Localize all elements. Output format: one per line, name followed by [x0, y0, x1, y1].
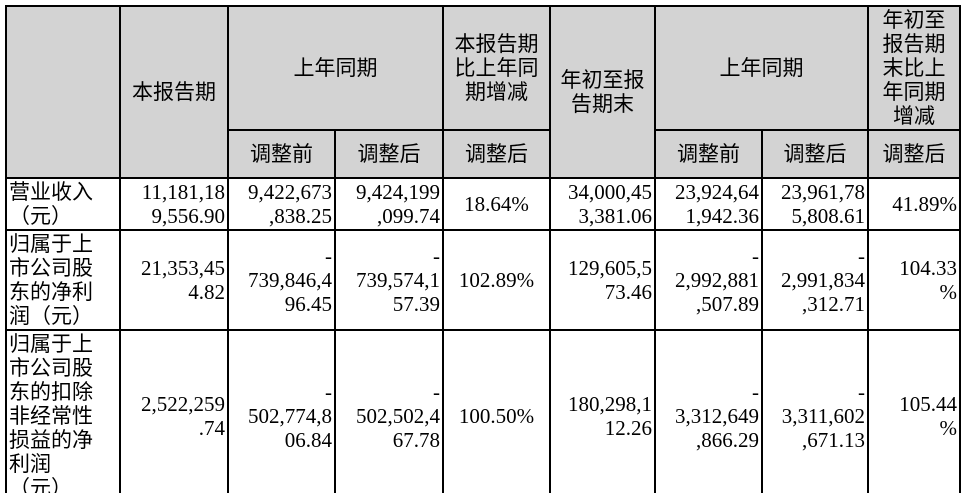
- cell: - 502,774,8 06.84: [227, 329, 336, 493]
- table-row-net-profit: 归属于上 市公司股 东的净利 润（元） 21,353,45 4.82 - 739…: [5, 229, 961, 331]
- subheader-change-after-adjustment-2: 调整后: [867, 129, 961, 179]
- cell: 23,961,78 5,808.61: [761, 177, 869, 231]
- cell: - 2,991,834 ,312.71: [761, 229, 869, 331]
- header-change-vs-prior: 本报告期 比上年同 期增减: [442, 5, 551, 131]
- header-ytd: 年初至报 告期末: [549, 5, 656, 179]
- cell: - 739,574,1 57.39: [334, 229, 444, 331]
- table-row-operating-revenue: 营业收入 （元） 11,181,18 9,556.90 9,422,673 ,8…: [5, 177, 961, 231]
- subheader-after-adjustment-1: 调整后: [334, 129, 444, 179]
- cell: 129,605,5 73.46: [549, 229, 656, 331]
- cell: 102.89%: [442, 229, 551, 331]
- cell: 18.64%: [442, 177, 551, 231]
- subheader-after-adjustment-2: 调整后: [761, 129, 869, 179]
- cell: 100.50%: [442, 329, 551, 493]
- header-row-top: 本报告期 上年同期 本报告期 比上年同 期增减 年初至报 告期末 上年同期 年初…: [5, 5, 961, 179]
- cell: 11,181,18 9,556.90: [119, 177, 229, 231]
- subheader-before-adjustment-2: 调整前: [654, 129, 763, 179]
- cell: 104.33 %: [867, 229, 961, 331]
- financial-summary-table: 本报告期 上年同期 本报告期 比上年同 期增减 年初至报 告期末 上年同期 年初…: [5, 5, 961, 493]
- cell: - 2,992,881 ,507.89: [654, 229, 763, 331]
- subheader-change-after-adjustment-1: 调整后: [442, 129, 551, 179]
- row-label: 归属于上 市公司股 东的净利 润（元）: [5, 229, 121, 331]
- cell: - 502,502,4 67.78: [334, 329, 444, 493]
- header-current-period: 本报告期: [119, 5, 229, 179]
- cell: - 3,311,602 ,671.13: [761, 329, 869, 493]
- cell: - 3,312,649 ,866.29: [654, 329, 763, 493]
- cell: 180,298,1 12.26: [549, 329, 656, 493]
- cell: - 739,846,4 96.45: [227, 229, 336, 331]
- table-row-net-profit-excl-nonrecurring: 归属于上 市公司股 东的扣除 非经常性 损益的净 利润 （元） 2,522,25…: [5, 329, 961, 493]
- cell: 9,424,199 ,099.74: [334, 177, 444, 231]
- header-row-sub: 调整前 调整后 调整后 调整前 调整后 调整后: [6, 129, 961, 179]
- row-label: 归属于上 市公司股 东的扣除 非经常性 损益的净 利润 （元）: [5, 329, 121, 493]
- cell: 34,000,45 3,381.06: [549, 177, 656, 231]
- cell: 41.89%: [867, 177, 961, 231]
- corner-cell: [5, 5, 121, 179]
- header-prior-same-period-2: 上年同期: [654, 5, 869, 131]
- header-prior-same-period-1: 上年同期: [227, 5, 444, 131]
- cell: 105.44 %: [867, 329, 961, 493]
- cell: 21,353,45 4.82: [119, 229, 229, 331]
- cell: 2,522,259 .74: [119, 329, 229, 493]
- cell: 9,422,673 ,838.25: [227, 177, 336, 231]
- cell: 23,924,64 1,942.36: [654, 177, 763, 231]
- row-label: 营业收入 （元）: [5, 177, 121, 231]
- subheader-before-adjustment-1: 调整前: [227, 129, 336, 179]
- header-ytd-change-vs-prior: 年初至 报告期 末比上 年同期 增减: [867, 5, 961, 131]
